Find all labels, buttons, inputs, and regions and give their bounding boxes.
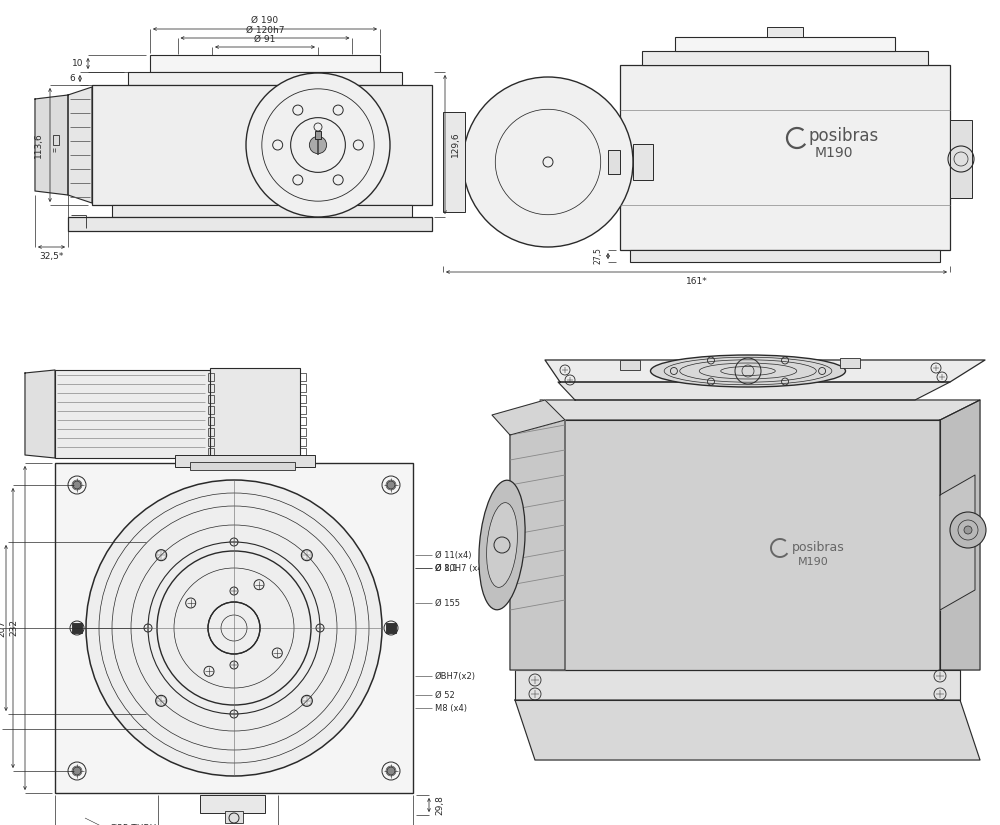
Bar: [208, 448, 214, 456]
Circle shape: [86, 480, 382, 776]
Bar: [300, 428, 306, 436]
Text: posibras: posibras: [808, 127, 878, 145]
Text: 207: 207: [0, 620, 6, 637]
Bar: [208, 406, 214, 414]
Ellipse shape: [487, 502, 517, 587]
Bar: [300, 438, 306, 446]
Circle shape: [950, 512, 986, 548]
Bar: [300, 395, 306, 403]
Text: Ø35 THRU: Ø35 THRU: [110, 823, 156, 825]
Bar: [225, 811, 243, 823]
Bar: [200, 795, 265, 813]
Bar: [208, 373, 214, 381]
Polygon shape: [25, 370, 55, 458]
Bar: [633, 144, 653, 180]
Polygon shape: [540, 400, 980, 420]
Bar: [675, 37, 895, 51]
Bar: [55, 370, 210, 458]
Circle shape: [246, 73, 390, 217]
Bar: [300, 417, 306, 425]
Text: 27,5: 27,5: [594, 248, 603, 265]
Circle shape: [387, 481, 395, 489]
Text: Ø 52: Ø 52: [435, 691, 455, 700]
Bar: [55, 463, 413, 793]
Text: Ø 8,1: Ø 8,1: [435, 563, 458, 573]
Polygon shape: [492, 400, 565, 435]
Polygon shape: [558, 382, 950, 400]
Polygon shape: [515, 670, 960, 700]
Ellipse shape: [650, 355, 846, 387]
Bar: [68, 217, 432, 231]
Bar: [642, 51, 928, 65]
Bar: [150, 55, 380, 72]
Polygon shape: [515, 700, 980, 760]
Bar: [175, 455, 315, 467]
Polygon shape: [550, 420, 940, 670]
Bar: [208, 428, 214, 436]
Bar: [300, 373, 306, 381]
Text: Ø 91: Ø 91: [254, 35, 276, 44]
Bar: [950, 120, 972, 198]
Text: M190: M190: [815, 146, 854, 160]
Polygon shape: [940, 400, 980, 670]
Text: 113,6: 113,6: [34, 132, 43, 158]
Text: 32,5*: 32,5*: [39, 252, 64, 261]
Ellipse shape: [479, 480, 525, 610]
Bar: [840, 358, 860, 368]
Bar: [315, 131, 321, 139]
Bar: [767, 27, 803, 37]
Bar: [386, 623, 396, 633]
Circle shape: [463, 77, 633, 247]
Polygon shape: [35, 95, 68, 195]
Text: 232: 232: [9, 620, 18, 637]
Bar: [620, 360, 640, 370]
Bar: [300, 448, 306, 456]
Polygon shape: [68, 87, 92, 203]
Text: ØBH7(x2): ØBH7(x2): [435, 672, 476, 681]
Bar: [92, 85, 432, 205]
Circle shape: [964, 526, 972, 534]
Bar: [300, 406, 306, 414]
Text: M190: M190: [798, 557, 829, 567]
Text: M8 (x4): M8 (x4): [435, 704, 467, 713]
Bar: [53, 135, 59, 145]
Text: Ø 120h7: Ø 120h7: [246, 26, 284, 35]
Bar: [608, 150, 620, 174]
Text: 6: 6: [69, 74, 75, 83]
Text: 161*: 161*: [686, 277, 707, 286]
Bar: [112, 205, 412, 217]
Text: 29,8: 29,8: [435, 795, 444, 815]
Text: 10: 10: [72, 59, 83, 68]
Bar: [128, 72, 402, 85]
Bar: [208, 438, 214, 446]
Bar: [190, 462, 295, 470]
Bar: [300, 384, 306, 392]
Bar: [210, 368, 300, 462]
Bar: [630, 250, 940, 262]
Text: Ø 155: Ø 155: [435, 598, 460, 607]
Circle shape: [309, 136, 327, 153]
Bar: [72, 623, 82, 633]
Polygon shape: [510, 420, 565, 670]
Text: Ø 190: Ø 190: [251, 16, 279, 25]
Polygon shape: [940, 475, 975, 610]
Bar: [620, 65, 950, 250]
Bar: [443, 112, 465, 212]
Bar: [208, 384, 214, 392]
Text: posibras: posibras: [792, 541, 845, 554]
Polygon shape: [545, 360, 985, 382]
Text: Ø 10H7 (x4): Ø 10H7 (x4): [435, 563, 486, 573]
Circle shape: [73, 767, 81, 775]
Text: Ø 11(x4): Ø 11(x4): [435, 550, 472, 559]
Bar: [208, 417, 214, 425]
Circle shape: [387, 767, 395, 775]
Bar: [208, 395, 214, 403]
Text: 129,6: 129,6: [451, 132, 460, 158]
Circle shape: [73, 481, 81, 489]
